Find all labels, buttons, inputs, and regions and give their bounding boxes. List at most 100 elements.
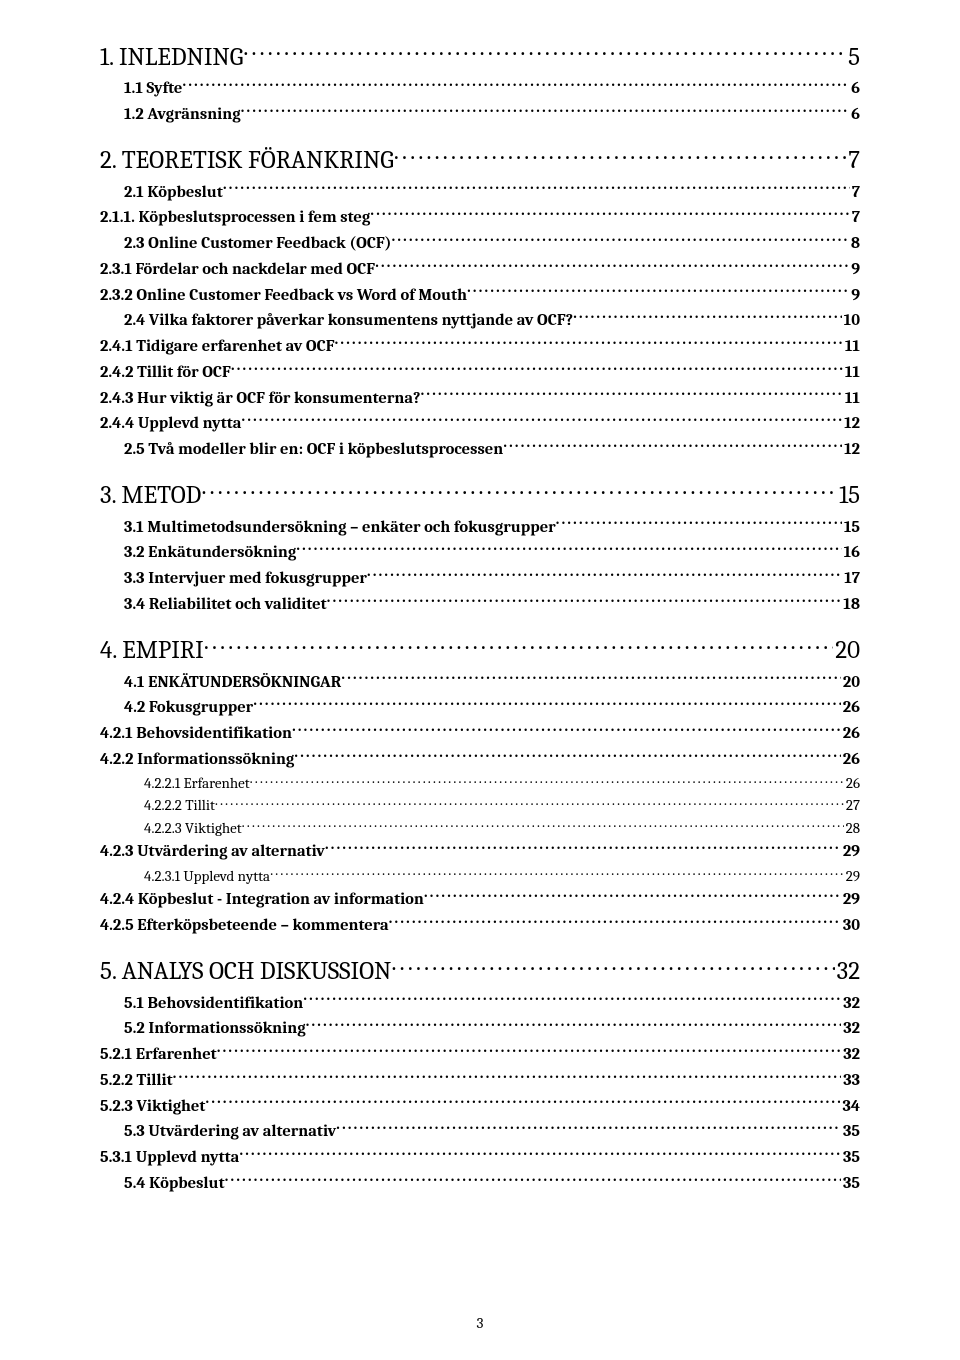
toc-entry-label: 4.2.4 Köpbeslut - Integration av informa…	[100, 889, 424, 911]
toc-leader-dots	[341, 670, 841, 687]
toc-entry-label: 2.4.4 Upplevd nytta	[100, 413, 241, 435]
toc-entry-page: 20	[841, 672, 860, 694]
toc-entry-label: 4.2.2.2 Tillit	[144, 795, 215, 815]
toc-leader-dots	[370, 206, 850, 223]
toc-entry-page: 32	[835, 955, 860, 989]
toc-entry: 2.3.2 Online Customer Feedback vs Word o…	[100, 283, 860, 307]
toc-leader-dots	[420, 386, 842, 403]
toc-leader-dots	[242, 818, 844, 833]
toc-entry-label: 2.4.3 Hur viktig är OCF för konsumentern…	[100, 388, 420, 410]
toc-entry-page: 9	[849, 285, 860, 307]
toc-leader-dots	[215, 795, 844, 810]
toc-entry: 5.2 Informationssökning32	[100, 1017, 860, 1041]
toc-entry: 4.2.2.1 Erfarenhet26	[100, 773, 860, 793]
toc-entry-label: 4.2.3.1 Upplevd nytta	[144, 866, 270, 886]
toc-leader-dots	[325, 840, 841, 857]
toc-leader-dots	[556, 515, 842, 532]
toc-leader-dots	[253, 696, 841, 713]
toc-entry-page: 11	[843, 388, 860, 410]
toc-entry: 3.4 Reliabilitet och validitet18	[100, 593, 860, 617]
toc-leader-dots	[241, 412, 842, 429]
document-page: 1. INLEDNING51.1 Syfte6 1.2 Avgränsning 6 2…	[0, 0, 960, 1360]
toc-leader-dots	[217, 1043, 842, 1060]
toc-entry-label: 3. METOD	[100, 479, 201, 513]
toc-leader-dots	[270, 866, 844, 881]
toc-entry: 2.3 Online Customer Feedback (OCF)8	[100, 232, 860, 256]
toc-entry-label: 5. ANALYS OCH DISKUSSION	[100, 955, 391, 989]
toc-entry-page: 6	[849, 104, 860, 126]
toc-entry-label: 1.2 Avgränsning	[124, 104, 241, 126]
toc-entry-page: 30	[841, 915, 860, 937]
toc-leader-dots	[201, 478, 837, 503]
toc-entry-page: 26	[841, 697, 860, 719]
toc-entry-page: 29	[844, 866, 860, 886]
toc-leader-dots	[336, 1120, 841, 1137]
toc-entry-label: 4.2.2.1 Erfarenhet	[144, 773, 250, 793]
section-gap	[100, 937, 860, 952]
toc-entry: 2.1.1. Köpbeslutsprocessen i fem steg7	[100, 206, 860, 230]
page-number: 3	[0, 1314, 960, 1332]
toc-entry-page: 7	[846, 144, 860, 178]
toc-entry: 5.4 Köpbeslut35	[100, 1171, 860, 1195]
toc-entry: 5.1 Behovsidentifikation32	[100, 991, 860, 1015]
toc-entry-label: 2.1.1. Köpbeslutsprocessen i fem steg	[100, 207, 370, 229]
toc-entry: 5.3 Utvärdering av alternativ 35	[100, 1120, 860, 1144]
toc-entry: 2.5 Två modeller blir en: OCF i köpbeslu…	[100, 438, 860, 462]
toc-entry: 1. INLEDNING5	[100, 40, 860, 75]
toc-entry-label: 5.3.1 Upplevd nytta	[100, 1147, 239, 1169]
toc-leader-dots	[306, 1017, 842, 1034]
toc-entry-label: 2.3.2 Online Customer Feedback vs Word o…	[100, 285, 467, 307]
toc-entry: 4. EMPIRI20	[100, 633, 860, 668]
toc-entry-page: 17	[842, 568, 860, 590]
toc-entry-page: 9	[849, 259, 860, 281]
toc-leader-dots	[294, 747, 840, 764]
toc-leader-dots	[292, 722, 841, 739]
section-gap	[100, 126, 860, 141]
toc-entry-label: 2.4 Vilka faktorer påverkar konsumentens…	[124, 310, 573, 332]
toc-leader-dots	[303, 991, 841, 1008]
toc-entry: 3. METOD15	[100, 478, 860, 513]
toc-entry-label: 5.2.1 Erfarenhet	[100, 1044, 217, 1066]
toc-entry-page: 35	[841, 1121, 860, 1143]
toc-leader-dots	[394, 143, 846, 168]
toc-entry-page: 15	[842, 517, 860, 539]
toc-entry: 4.2.2.2 Tillit27	[100, 795, 860, 815]
toc-entry-label: 4.1 ENKÄTUNDERSÖKNINGAR	[124, 672, 341, 694]
toc-entry: 4.2.4 Köpbeslut - Integration av informa…	[100, 888, 860, 912]
toc-entry-label: 2.3 Online Customer Feedback (OCF)	[124, 233, 391, 255]
toc-entry-page: 35	[841, 1147, 860, 1169]
toc-entry-label: 5.3 Utvärdering av alternativ	[124, 1121, 336, 1143]
toc-entry-label: 3.3 Intervjuer med fokusgrupper	[124, 568, 367, 590]
toc-leader-dots	[205, 1094, 840, 1111]
toc-entry-page: 32	[841, 1018, 860, 1040]
toc-entry: 4.2.2.3 Viktighet28	[100, 818, 860, 838]
toc-leader-dots	[503, 438, 842, 455]
toc-entry-page: 5	[846, 41, 860, 75]
section-gap	[100, 461, 860, 476]
toc-entry-label: 3.2 Enkätundersökning	[124, 542, 296, 564]
toc-entry: 2. TEORETISK FÖRANKRING7	[100, 143, 860, 178]
toc-entry: 1.1 Syfte6	[100, 77, 860, 101]
toc-entry-page: 7	[850, 182, 860, 204]
toc-leader-dots	[241, 103, 850, 120]
toc-entry: 2.1 Köpbeslut7	[100, 180, 860, 204]
toc-entry-page: 29	[841, 841, 860, 863]
toc-entry-label: 4.2.3 Utvärdering av alternativ	[100, 841, 325, 863]
toc-entry-label: 2.5 Två modeller blir en: OCF i köpbeslu…	[124, 439, 503, 461]
toc-entry: 2.3.1 Fördelar och nackdelar med OCF 9	[100, 257, 860, 281]
toc-entry: 5.2.1 Erfarenhet32	[100, 1043, 860, 1067]
toc-entry: 5.2.3 Viktighet34	[100, 1094, 860, 1118]
toc-leader-dots	[231, 360, 843, 377]
toc-leader-dots	[243, 40, 846, 65]
toc-entry-label: 2.3.1 Fördelar och nackdelar med OCF	[100, 259, 375, 281]
toc-leader-dots	[467, 283, 849, 300]
toc-entry: 2.4.1 Tidigare erfarenhet av OCF11	[100, 335, 860, 359]
toc-leader-dots	[182, 77, 849, 94]
toc-entry: 4.2.3 Utvärdering av alternativ 29	[100, 840, 860, 864]
table-of-contents: 1. INLEDNING51.1 Syfte6 1.2 Avgränsning 6 2…	[100, 40, 860, 1195]
toc-entry-page: 26	[841, 749, 860, 771]
toc-entry: 2.4.2 Tillit för OCF11	[100, 360, 860, 384]
toc-entry-label: 1.1 Syfte	[124, 78, 182, 100]
toc-leader-dots	[327, 593, 842, 610]
toc-entry-label: 5.4 Köpbeslut	[124, 1173, 225, 1195]
